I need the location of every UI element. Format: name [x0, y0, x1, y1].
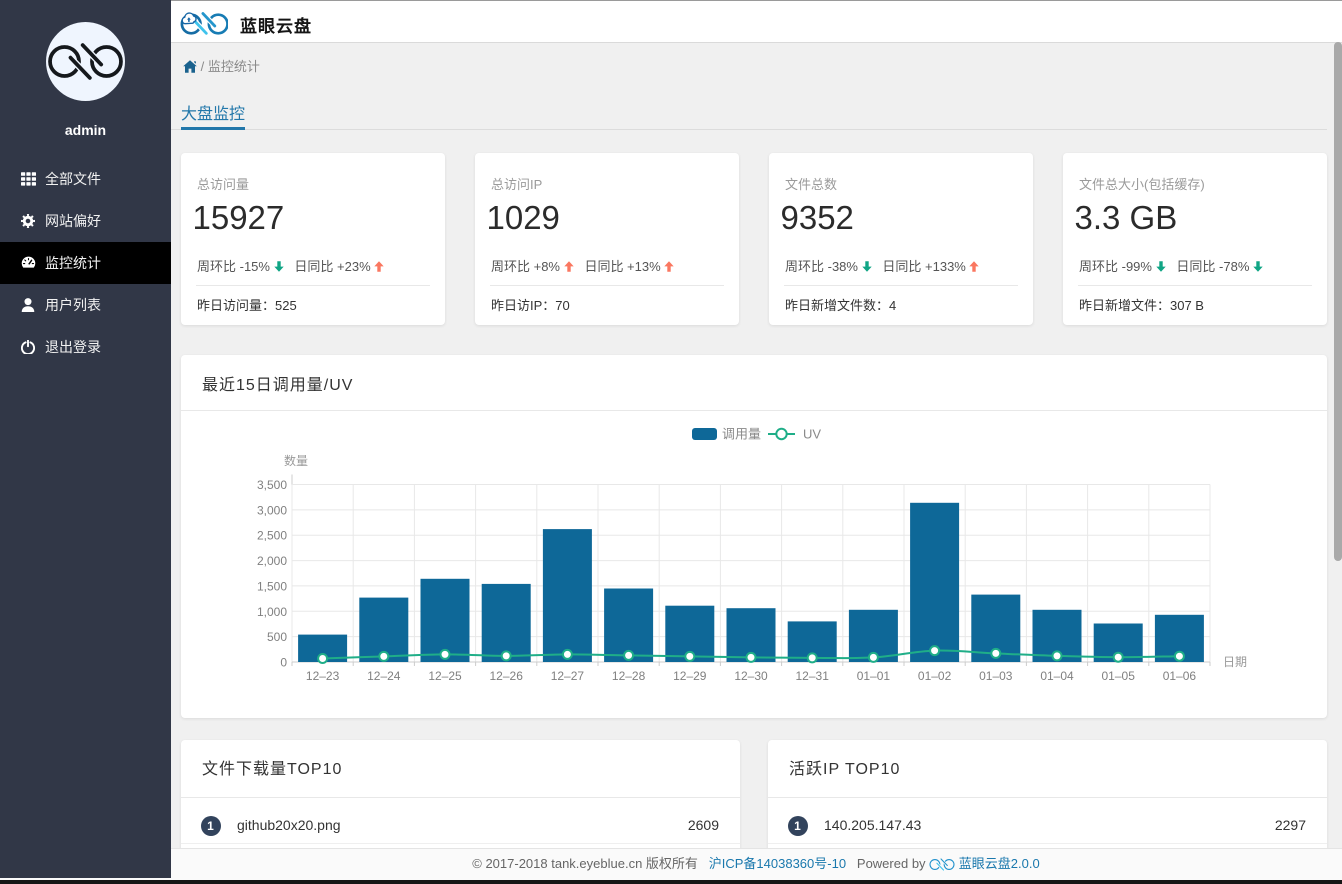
svg-text:3,500: 3,500 — [257, 478, 287, 492]
svg-text:12–23: 12–23 — [306, 669, 340, 683]
svg-text:01–04: 01–04 — [1040, 669, 1074, 683]
svg-text:12–31: 12–31 — [796, 669, 830, 683]
svg-text:数量: 数量 — [284, 453, 308, 468]
svg-text:0: 0 — [280, 656, 287, 670]
svg-text:12–29: 12–29 — [673, 669, 707, 683]
svg-text:500: 500 — [267, 630, 287, 644]
svg-text:01–06: 01–06 — [1163, 669, 1197, 683]
svg-text:12–28: 12–28 — [612, 669, 646, 683]
svg-text:2,500: 2,500 — [257, 529, 287, 543]
svg-text:01–05: 01–05 — [1102, 669, 1136, 683]
svg-text:01–01: 01–01 — [857, 669, 891, 683]
svg-text:调用量: 调用量 — [722, 427, 761, 442]
svg-text:12–27: 12–27 — [551, 669, 585, 683]
svg-text:日期: 日期 — [1223, 655, 1247, 669]
svg-text:01–02: 01–02 — [918, 669, 952, 683]
svg-text:UV: UV — [803, 427, 821, 442]
svg-text:3,000: 3,000 — [257, 503, 287, 517]
svg-text:12–30: 12–30 — [734, 669, 768, 683]
svg-text:1,500: 1,500 — [257, 579, 287, 593]
svg-text:12–25: 12–25 — [428, 669, 462, 683]
svg-text:2,000: 2,000 — [257, 554, 287, 568]
svg-text:1,000: 1,000 — [257, 605, 287, 619]
svg-text:12–26: 12–26 — [490, 669, 524, 683]
svg-text:01–03: 01–03 — [979, 669, 1013, 683]
svg-text:12–24: 12–24 — [367, 669, 401, 683]
